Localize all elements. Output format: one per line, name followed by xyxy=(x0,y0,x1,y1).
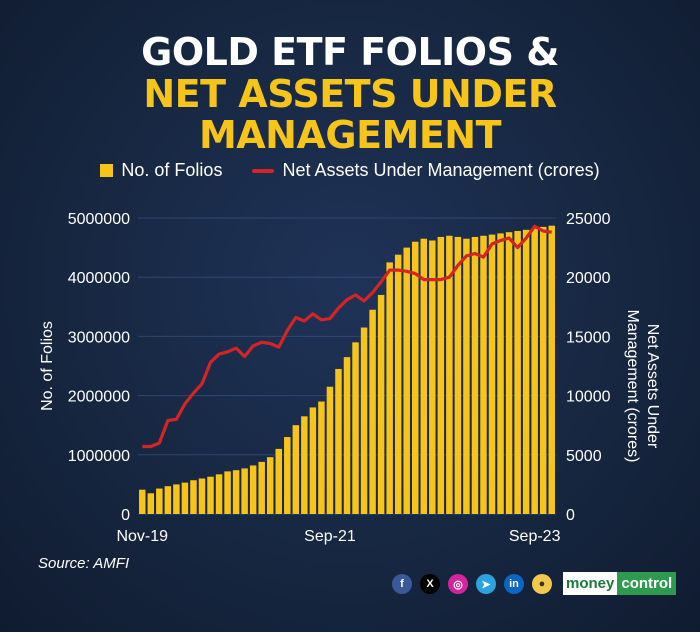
facebook-icon[interactable]: f xyxy=(392,574,412,594)
bar xyxy=(318,401,325,514)
bar xyxy=(173,484,180,514)
linkedin-icon[interactable]: in xyxy=(504,574,524,594)
bar xyxy=(480,235,487,514)
y-tick-label: 1000000 xyxy=(68,448,130,465)
y2-tick-label: 15000 xyxy=(566,329,611,346)
bar xyxy=(369,309,376,514)
bar xyxy=(156,488,163,514)
title-line-2: NET ASSETS UNDER xyxy=(143,72,557,116)
bar xyxy=(429,240,436,514)
legend-item-folios: No. of Folios xyxy=(100,160,222,181)
bar xyxy=(403,247,410,514)
legend-label-aum: Net Assets Under Management (crores) xyxy=(282,160,600,180)
bar xyxy=(266,457,274,514)
bar xyxy=(284,437,291,514)
y-axis-title: No. of Folios xyxy=(39,321,56,411)
legend-item-aum: Net Assets Under Management (crores) xyxy=(252,160,600,181)
bar xyxy=(420,238,428,514)
x-icon[interactable]: X xyxy=(420,574,440,594)
legend: No. of Folios Net Assets Under Managemen… xyxy=(0,160,700,181)
y2-tick-label: 20000 xyxy=(566,270,611,287)
bar xyxy=(224,471,231,514)
bar xyxy=(360,327,368,514)
bar xyxy=(198,478,206,514)
bar xyxy=(190,480,197,514)
y-tick-label: 3000000 xyxy=(68,329,130,346)
bar xyxy=(139,489,146,514)
bar xyxy=(147,493,155,514)
x-tick-label: Sep-21 xyxy=(304,528,356,545)
instagram-icon[interactable]: ◎ xyxy=(448,574,468,594)
y-tick-label: 2000000 xyxy=(68,389,130,406)
bar xyxy=(301,416,308,514)
bar xyxy=(386,262,393,514)
bar xyxy=(548,225,555,515)
aum-line xyxy=(142,224,552,449)
bar xyxy=(181,482,189,514)
bar xyxy=(488,234,496,515)
bar xyxy=(232,470,240,514)
y2-tick-label: 5000 xyxy=(566,448,602,465)
bar xyxy=(505,232,513,514)
bar xyxy=(258,461,265,514)
bar xyxy=(539,226,547,514)
brand-logo: money control xyxy=(563,572,677,595)
brand-logo-part1: money xyxy=(563,572,618,595)
y-tick-label: 0 xyxy=(121,507,130,524)
y2-axis-title-line2: Management (crores) xyxy=(624,310,641,463)
bar xyxy=(207,476,214,514)
telegram-icon[interactable]: ➤ xyxy=(476,574,496,594)
bar xyxy=(463,238,470,514)
bar xyxy=(335,368,342,514)
legend-bar-swatch xyxy=(100,164,114,177)
bar xyxy=(531,228,538,514)
title-line-3: MANAGEMENT xyxy=(198,113,502,157)
bar xyxy=(437,236,445,514)
bar xyxy=(471,236,479,514)
social-icons: f X ◎ ➤ in ● xyxy=(392,574,552,594)
bar xyxy=(309,407,317,514)
bar xyxy=(352,342,359,514)
bar xyxy=(164,486,172,514)
y-tick-label: 5000000 xyxy=(68,211,130,228)
bar xyxy=(292,425,300,514)
legend-label-folios: No. of Folios xyxy=(121,160,223,180)
bar xyxy=(241,468,248,514)
koo-icon[interactable]: ● xyxy=(532,574,552,594)
bar xyxy=(514,231,521,515)
y2-tick-label: 10000 xyxy=(566,389,611,406)
bar xyxy=(412,241,419,514)
title-line-1: GOLD ETF FOLIOS & xyxy=(141,30,559,74)
y2-axis-title-line1: Net Assets Under xyxy=(644,324,661,449)
source-note: Source: AMFI xyxy=(38,555,130,572)
y2-tick-label: 25000 xyxy=(566,211,611,228)
bar xyxy=(249,465,257,514)
brand-logo-part2: control xyxy=(617,572,677,595)
x-tick-label: Nov-19 xyxy=(116,528,168,545)
bar xyxy=(343,357,351,514)
bar xyxy=(394,254,402,515)
legend-line-swatch xyxy=(252,168,275,173)
bar xyxy=(454,236,462,514)
bar xyxy=(497,233,504,514)
y-tick-label: 4000000 xyxy=(68,270,130,287)
combo-chart: 0 1000000 2000000 3000000 4000000 5000000 0 500… xyxy=(39,211,661,545)
x-tick-label: Sep-23 xyxy=(509,528,561,545)
y2-tick-label: 0 xyxy=(566,507,575,524)
bar xyxy=(377,294,385,514)
bar xyxy=(522,229,530,514)
bar xyxy=(275,448,282,514)
bar xyxy=(446,235,453,514)
bar xyxy=(215,474,223,514)
bar xyxy=(326,386,334,514)
